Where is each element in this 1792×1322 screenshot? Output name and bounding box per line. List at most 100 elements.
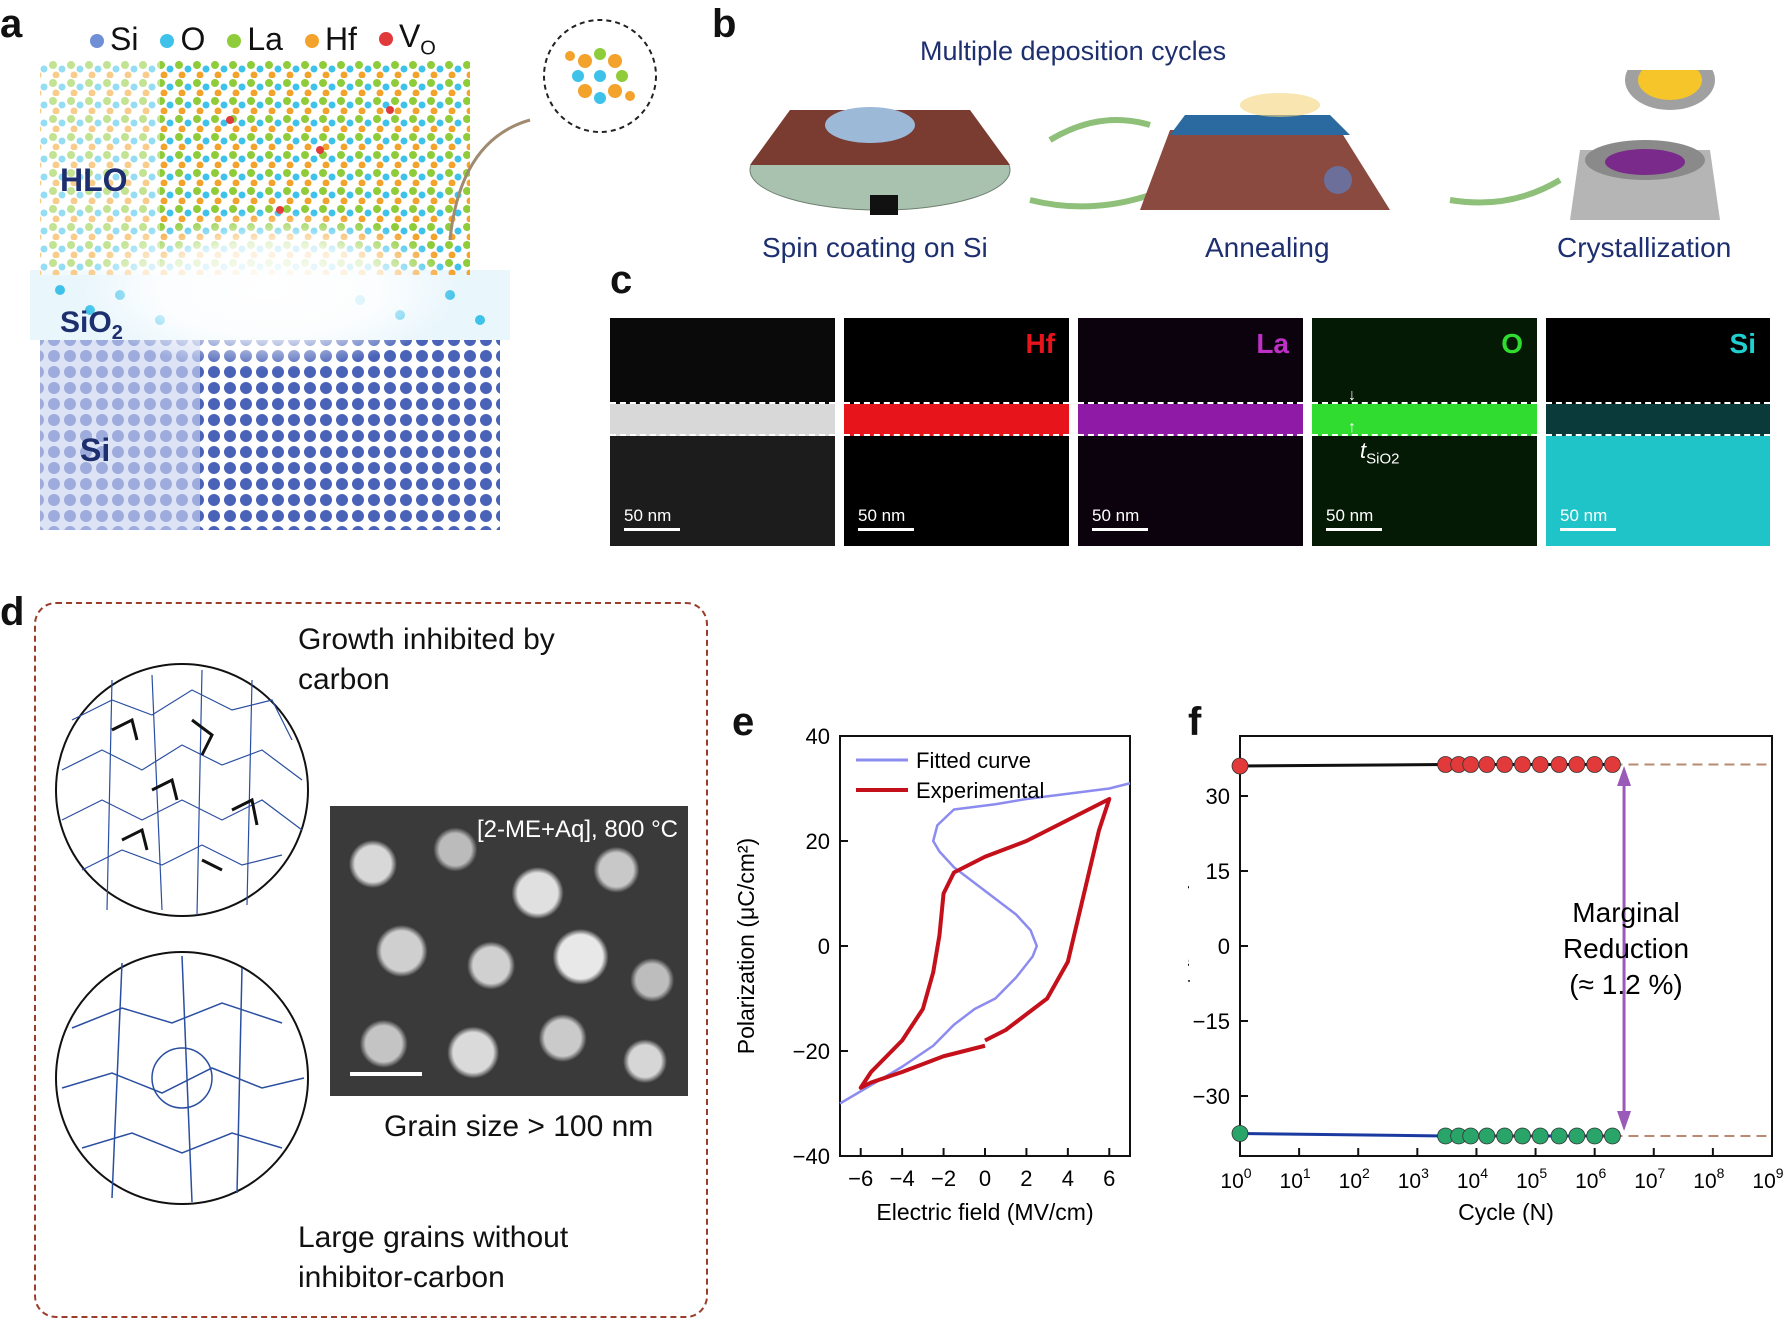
chart-e-legend: Fitted curve Experimental [856,748,1044,803]
sem-image: [2-ME+Aq], 800 °C [330,806,688,1096]
chart-f-xtick-label: 104 [1457,1165,1488,1193]
chart-f-point-negative [1550,1127,1568,1145]
eds-tile-o: O ↓ ↑ tSiO2 50 nm [1312,318,1537,546]
scale-label: 50 nm [858,506,906,525]
small-grains-illustration [55,663,309,917]
element-label-si: Si [1729,328,1756,359]
legend-o: O [160,21,205,58]
top-grains-text: Growth inhibited by carbon [298,623,555,696]
reduction-arrow-head-top [1617,766,1632,786]
hot-plate [1140,93,1390,210]
chart-e-xtick-label: −2 [931,1166,956,1191]
cycle-arrow-forward [1029,192,1151,210]
chart-f-point-negative [1478,1127,1496,1145]
chart-e-ytick-label: −40 [793,1144,830,1169]
chart-f-xtick-label: 107 [1634,1165,1665,1193]
chart-f-xtick-label: 102 [1339,1165,1370,1193]
thickness-arrow: ↓ ↑ [1348,387,1356,436]
chart-f-frame [1239,735,1773,1157]
chart-f-point-negative [1586,1127,1604,1145]
element-label-la: La [1256,328,1289,359]
chart-f: 100 101 102 103 104 105 106 107 108 109 30 15 0 −15 −3… [1188,735,1784,1225]
panel-label-a: a [0,2,23,46]
cycle-arrow-back [1048,117,1151,143]
unit-cell-inset [543,19,657,133]
chart-f-xtick-label: 106 [1575,1165,1606,1193]
legend-vo: VO [378,18,436,60]
chart-f-xtick-label: 105 [1516,1165,1547,1193]
chart-f-point-negative [1496,1127,1514,1145]
chart-f-point-positive [1531,756,1549,773]
scale-bar [624,528,680,531]
panel-a: Si O La Hf VO [30,0,550,540]
chart-f-point-negative [1568,1127,1586,1145]
chart-f-point-positive [1604,756,1621,773]
chart-e-xtick-label: 6 [1103,1166,1115,1191]
chart-f-point-positive [1462,756,1480,773]
scale-label: 50 nm [1092,506,1140,525]
annotation-line-2: Reduction [1563,933,1689,964]
scale-label: 50 nm [1560,506,1608,525]
legend-si: Si [90,21,138,58]
panel-label-e: e [732,700,755,744]
chart-e-ytick-label: 0 [818,934,830,959]
scale-bar [1326,528,1382,531]
reduction-arrow-head-bottom [1617,1111,1632,1131]
chart-e-xtick-label: −4 [890,1166,915,1191]
chart-f-ytick-label: 30 [1206,784,1230,809]
deposition-cycles-title: Multiple deposition cycles [920,36,1227,66]
inset-arrow [448,118,531,241]
eds-tile-hf: Hf 50 nm [844,318,1069,546]
chart-f-annotation: Marginal Reduction (≈ 1.2 %) [1563,897,1689,1000]
chart-f-xtick-label: 101 [1280,1165,1311,1193]
eds-tile-si: Si 50 nm [1546,318,1770,546]
chart-f-point-positive [1586,756,1604,773]
panel-label-f: f [1188,700,1202,744]
scale-label: 50 nm [624,506,672,525]
chart-f-point-negative [1462,1127,1480,1145]
sem-scale-bar [350,1072,422,1076]
chart-f-xtick-label: 109 [1752,1165,1783,1193]
layer-label-hlo: HLO [60,162,128,198]
large-grains-illustration [55,951,309,1205]
chart-e-xtick-label: 0 [979,1166,991,1191]
chart-f-ytick-label: −15 [1193,1009,1230,1034]
step-spin-coating: Spin coating on Si [762,232,988,263]
eds-tile-haadf: 50 nm [610,318,835,546]
annotation-line-3: (≈ 1.2 %) [1569,969,1682,1000]
chart-f-point-positive [1496,756,1514,773]
sem-condition-label: [2-ME+Aq], 800 °C [476,816,678,843]
layer-label-sio2: SiO2 [60,306,123,344]
chart-e-ylabel: Polarization (μC/cm²) [733,838,759,1054]
panel-d-frame [34,602,708,1318]
eds-tile-la: La 50 nm [1078,318,1303,546]
scale-bar [1560,528,1616,531]
spin-coater [749,107,1011,215]
chart-e-series-experimental [858,797,1112,1090]
annotation-line-1: Marginal [1572,897,1679,928]
legend-hf: Hf [304,21,357,58]
chart-f-xtick-label: 103 [1398,1165,1429,1193]
bottom-grains-text: Large grains without inhibitor-carbon [298,1221,569,1294]
chart-f-point-positive [1550,756,1568,773]
step-annealing: Annealing [1205,232,1330,263]
chart-f-ytick-label: −30 [1193,1084,1230,1109]
chart-e-ytick-label: 40 [806,724,830,749]
chart-f-point-negative [1231,1125,1249,1142]
chart-e-xtick-label: −6 [848,1166,873,1191]
chart-f-point-positive [1568,756,1586,773]
chart-e-xlabel: Electric field (MV/cm) [876,1199,1093,1225]
eds-maps: 50 nm Hf 50 nm La 50 nm O ↓ ↑ tSiO2 50 nm… [610,318,1770,546]
atom-legend: Si O La Hf VO [90,18,436,60]
process-arrow-crystallize [1449,177,1562,206]
step-crystallization: Crystallization [1557,232,1732,263]
chart-e-series-fitted [839,782,1131,1105]
chart-f-xtick-label: 108 [1693,1165,1724,1193]
scale-label: 50 nm [1326,506,1374,525]
chart-f-point-positive [1231,757,1249,775]
crystallization-furnace [1570,70,1720,220]
legend-experimental: Experimental [916,778,1044,803]
thickness-label: tSiO2 [1360,438,1400,468]
chart-f-point-negative [1531,1127,1549,1145]
scale-bar [1092,528,1148,531]
